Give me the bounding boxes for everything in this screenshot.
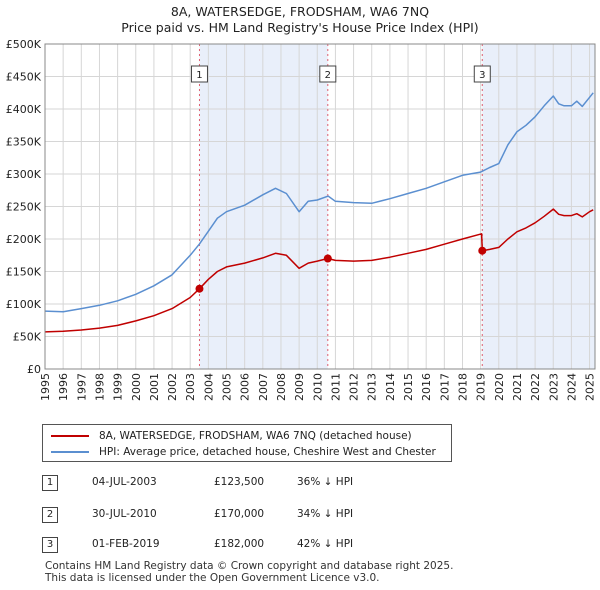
sale-price: £182,000 <box>214 538 265 550</box>
x-tick-label: 2008 <box>275 373 288 401</box>
x-tick-label: 2004 <box>202 373 215 401</box>
sale-number-badge: 2 <box>42 507 58 523</box>
footer: Contains HM Land Registry data © Crown c… <box>45 560 453 584</box>
x-tick-label: 1996 <box>57 373 70 401</box>
x-tick-label: 2015 <box>402 373 415 401</box>
sale-number-badge: 1 <box>42 475 58 491</box>
x-tick-label: 2000 <box>130 373 143 401</box>
x-tick-label: 1995 <box>39 373 52 401</box>
legend-swatch-property <box>51 435 89 437</box>
footer-copyright: Contains HM Land Registry data © Crown c… <box>45 560 454 572</box>
sale-hpi-diff: 34% ↓ HPI <box>297 508 354 520</box>
sale-date: 30-JUL-2010 <box>92 508 157 520</box>
legend-item-hpi: HPI: Average price, detached house, Ches… <box>51 446 436 458</box>
chart-title: 8A, WATERSEDGE, FRODSHAM, WA6 7NQ <box>170 4 430 19</box>
x-tick-label: 2003 <box>184 373 197 401</box>
sale-label-box <box>319 65 337 83</box>
x-tick-label: 1997 <box>75 373 88 401</box>
y-tick-label: £350K <box>6 136 42 149</box>
x-tick-label: 2009 <box>293 373 306 401</box>
y-tick-label: £250K <box>6 201 42 214</box>
legend-item-property: 8A, WATERSEDGE, FRODSHAM, WA6 7NQ (detac… <box>51 430 412 442</box>
x-tick-label: 2017 <box>438 373 451 401</box>
x-tick-label: 2018 <box>456 373 469 401</box>
sale-label-text: 3 <box>479 70 485 81</box>
y-tick-label: £500K <box>6 38 42 51</box>
y-tick-label: £50K <box>13 331 42 344</box>
sale-label-box <box>190 65 208 83</box>
sale-label-text: 1 <box>196 70 202 81</box>
sale-number-badge: 3 <box>42 537 58 553</box>
sale-hpi-diff: 42% ↓ HPI <box>297 538 354 550</box>
x-tick-label: 2012 <box>348 373 361 401</box>
sale-price: £170,000 <box>214 508 265 520</box>
line-chart: 1 2 3 £0 £50K £100K £150K £200K £250K £300K £350K… <box>6 38 597 401</box>
x-tick-label: 2025 <box>584 373 597 401</box>
x-tick-label: 2019 <box>475 373 488 401</box>
x-tick-label: 2016 <box>420 373 433 401</box>
hpi-series-line <box>44 92 594 313</box>
x-tick-label: 2011 <box>329 373 342 401</box>
x-tick-label: 2021 <box>511 373 524 401</box>
sale-point <box>478 246 487 255</box>
x-tick-label: 2013 <box>366 373 379 401</box>
x-tick-label: 2022 <box>529 373 542 401</box>
legend-label-hpi: HPI: Average price, detached house, Ches… <box>99 446 436 458</box>
sale-label-text: 2 <box>325 70 331 81</box>
sale-label-box <box>473 65 491 83</box>
legend-label-property: 8A, WATERSEDGE, FRODSHAM, WA6 7NQ (detac… <box>99 430 412 442</box>
y-tick-label: £450K <box>6 71 42 84</box>
x-tick-label: 2006 <box>239 373 252 401</box>
legend-swatch-hpi <box>51 451 89 453</box>
sale-price: £123,500 <box>214 476 265 488</box>
x-tick-label: 2014 <box>384 373 397 401</box>
y-tick-label: £400K <box>6 103 42 116</box>
sale-date: 01-FEB-2019 <box>92 538 160 550</box>
x-tick-label: 1999 <box>112 373 125 401</box>
y-tick-label: £0 <box>27 363 41 376</box>
plot-border <box>44 43 596 370</box>
y-tick-label: £150K <box>6 266 42 279</box>
x-tick-label: 1998 <box>93 373 106 401</box>
x-tick-label: 2020 <box>493 373 506 401</box>
x-tick-label: 2024 <box>565 373 578 401</box>
x-tick-label: 2001 <box>148 373 161 401</box>
x-tick-label: 2005 <box>221 373 234 401</box>
sale-hpi-diff: 36% ↓ HPI <box>297 476 354 488</box>
x-tick-label: 2002 <box>166 373 179 401</box>
sale-date: 04-JUL-2003 <box>92 476 157 488</box>
legend: 8A, WATERSEDGE, FRODSHAM, WA6 7NQ (detac… <box>42 424 452 462</box>
sale-point <box>195 284 204 293</box>
footer-license: This data is licensed under the Open Gov… <box>45 572 380 584</box>
x-tick-label: 2023 <box>547 373 560 401</box>
y-tick-label: £100K <box>6 298 42 311</box>
y-tick-label: £200K <box>6 233 42 246</box>
x-tick-label: 2010 <box>311 373 324 401</box>
property-series-line <box>44 208 594 333</box>
sale-point <box>323 254 332 263</box>
chart-subtitle: Price paid vs. HM Land Registry's House … <box>121 20 479 35</box>
y-tick-label: £300K <box>6 168 42 181</box>
x-tick-label: 2007 <box>257 373 270 401</box>
